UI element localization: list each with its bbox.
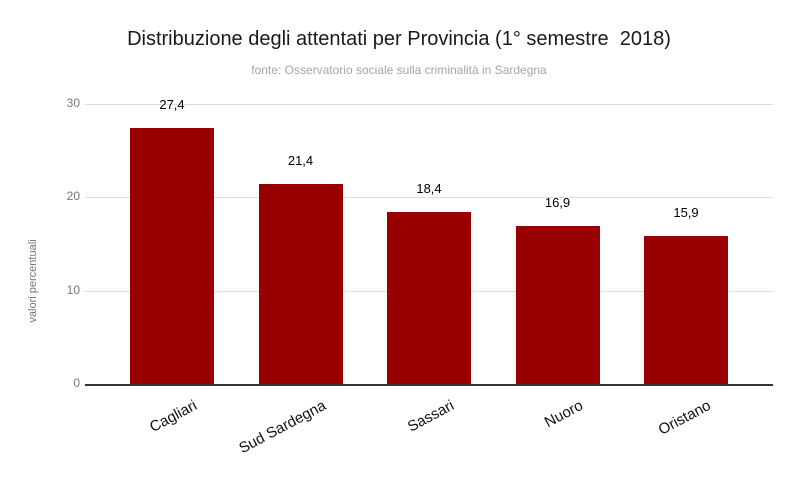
bar-sassari	[387, 212, 471, 384]
x-tick-label-cagliari: Cagliari	[147, 397, 200, 436]
x-tick-label-nuoro: Nuoro	[541, 397, 586, 432]
value-label-sassari: 18,4	[416, 181, 442, 197]
plot-area	[85, 104, 773, 386]
gridline-20	[85, 197, 773, 199]
bar-oristano	[644, 235, 728, 384]
x-tick-label-oristano: Oristano	[655, 397, 714, 439]
bar-sud-sardegna	[258, 184, 343, 384]
value-label-oristano: 15,9	[673, 204, 699, 220]
y-tick-label-10: 10	[66, 282, 80, 297]
x-tick-label-sassari: Sassari	[404, 397, 457, 436]
x-tick-label-sud-sardegna: Sud Sardegna	[235, 397, 329, 458]
bar-nuoro	[515, 226, 600, 384]
y-tick-label-20: 20	[66, 189, 80, 204]
y-tick-label-0: 0	[73, 376, 80, 390]
chart-title: Distribuzione degli attentati per Provin…	[127, 28, 671, 50]
value-label-cagliari: 27,4	[159, 97, 185, 113]
value-label-sud-sardegna: 21,4	[287, 153, 314, 169]
gridline-30	[85, 104, 773, 105]
value-label-nuoro: 16,9	[544, 195, 571, 211]
bar-cagliari	[130, 128, 214, 384]
chart-subtitle: fonte: Osservatorio sociale sulla crimin…	[251, 63, 547, 77]
y-tick-label-30: 30	[66, 96, 80, 110]
y-axis-title: valori percentuali	[27, 239, 39, 323]
